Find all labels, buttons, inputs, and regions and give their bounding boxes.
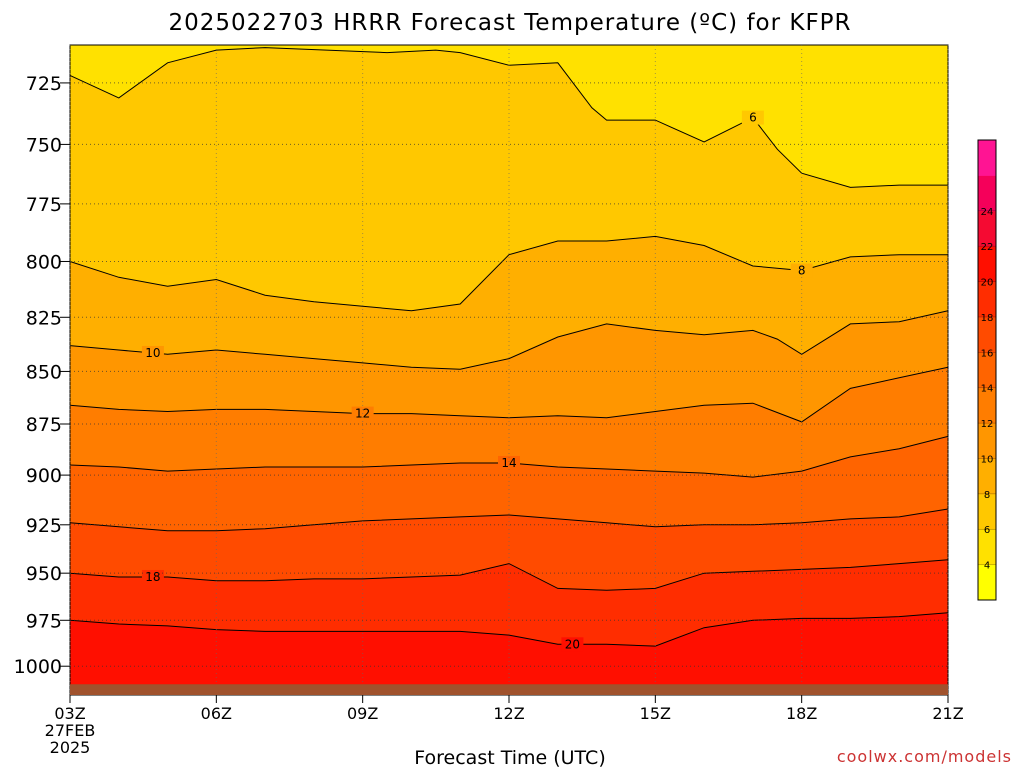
x-tick-label: 03Z: [54, 704, 85, 723]
contour-label-bg-6: [741, 110, 764, 125]
colorbar-segment: [978, 458, 996, 495]
contour-label-20: 20: [565, 637, 580, 651]
colorbar-tick-label: 16: [981, 348, 994, 359]
colorbar-tick-label: 24: [981, 207, 994, 218]
contour-label-8: 8: [798, 264, 806, 278]
colorbar-tick-label: 18: [981, 313, 994, 324]
y-tick-label: 925: [26, 515, 62, 537]
y-tick-label: 850: [26, 361, 62, 383]
colorbar: 4 6 8 10 12 14 16 18 20 22 24: [977, 139, 997, 601]
chart-title: 2025022703 HRRR Forecast Temperature (ºC…: [168, 10, 851, 36]
y-tick-label: 950: [26, 563, 62, 585]
x-tick-label: 15Z: [640, 704, 671, 723]
colorbar-segment: [978, 210, 996, 247]
colorbar-tick-label: 22: [981, 242, 994, 253]
y-tick-label: 1000: [14, 656, 62, 678]
contour-label-bg-20: [561, 637, 584, 652]
contour-label-bg-8: [790, 263, 813, 278]
x-date-label: 27FEB: [45, 721, 96, 740]
colorbar-tick-label: 6: [984, 525, 990, 536]
colorbar-tick-label: 20: [981, 278, 994, 289]
y-tick-label: 900: [26, 465, 62, 487]
contour-label-10: 10: [145, 346, 160, 360]
colorbar-segment: [978, 493, 996, 530]
contour-label-14: 14: [501, 456, 516, 470]
axes: 725 750 775 800 825 850 875 900 925 950 975 1000 03Z…: [14, 73, 964, 757]
contour-label-bg-14: [498, 455, 520, 470]
colorbar-segment: [978, 246, 996, 283]
y-tick-label: 975: [26, 610, 62, 632]
colorbar-tick-label: 12: [981, 419, 994, 430]
x-tick-label: 09Z: [347, 704, 378, 723]
x-date-label: 2025: [50, 738, 91, 757]
colorbar-tick-label: 10: [981, 454, 994, 465]
colorbar-segment: [978, 423, 996, 459]
ground-strip: [70, 684, 948, 695]
contour-label-bg-10: [141, 345, 164, 360]
y-tick-label: 775: [26, 194, 62, 216]
y-tick-label: 725: [26, 73, 62, 95]
grid-lines: [69, 45, 949, 695]
y-tick-label: 875: [26, 414, 62, 436]
x-tick-label: 12Z: [493, 704, 524, 723]
x-tick-label: 06Z: [201, 704, 232, 723]
colorbar-segment: [978, 387, 996, 424]
colorbar-segment: [978, 175, 996, 212]
contour-label-18: 18: [145, 570, 160, 584]
colorbar-segment: [978, 529, 996, 566]
colorbar-segment: [978, 140, 996, 176]
contour-10: [69, 310, 949, 370]
y-tick-label: 750: [26, 134, 62, 156]
colorbar-segment: [978, 352, 996, 389]
ground-layer: [70, 684, 948, 695]
x-tick-label: 18Z: [786, 704, 817, 723]
contour-label-6: 6: [749, 111, 757, 125]
colorbar-tick-label: 4: [984, 561, 990, 572]
colorbar-tick-label: 8: [984, 490, 990, 501]
colorbar-segment: [978, 281, 996, 318]
contour-16: [69, 508, 949, 532]
colorbar-frame: [977, 139, 997, 601]
plot-area: [69, 44, 949, 696]
colorbar-segment: [978, 316, 996, 353]
colorbar-segment: [978, 564, 996, 601]
y-tick-label: 825: [26, 307, 62, 329]
contour-6: [69, 47, 948, 188]
colorbar-tick-label: 14: [981, 384, 994, 395]
credit-text: coolwx.com/models: [837, 747, 1012, 766]
y-tick-label: 800: [26, 251, 62, 273]
x-tick-label: 21Z: [932, 704, 963, 723]
x-axis-label: Forecast Time (UTC): [414, 747, 605, 768]
